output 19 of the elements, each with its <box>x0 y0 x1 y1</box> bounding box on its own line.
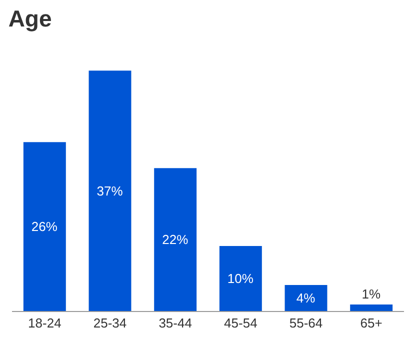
bar <box>219 246 262 311</box>
bar <box>350 304 393 311</box>
x-tick-label: 55-64 <box>289 316 323 331</box>
x-tick-label: 65+ <box>360 316 382 331</box>
data-label: 22% <box>162 232 189 248</box>
bar <box>284 285 328 311</box>
x-tick-label: 25-34 <box>93 316 127 331</box>
x-tick-label: 18-24 <box>28 316 62 331</box>
bar <box>154 168 197 311</box>
x-tick-label: 35-44 <box>158 316 192 331</box>
data-label: 1% <box>362 286 381 302</box>
bar <box>23 142 66 311</box>
chart-title: Age <box>8 5 52 32</box>
data-label: 37% <box>96 183 124 198</box>
data-label: 4% <box>296 290 316 306</box>
data-label: 10% <box>227 271 254 286</box>
x-tick-label: 45-54 <box>224 316 258 331</box>
data-label: 26% <box>31 219 58 234</box>
bar <box>88 70 132 311</box>
